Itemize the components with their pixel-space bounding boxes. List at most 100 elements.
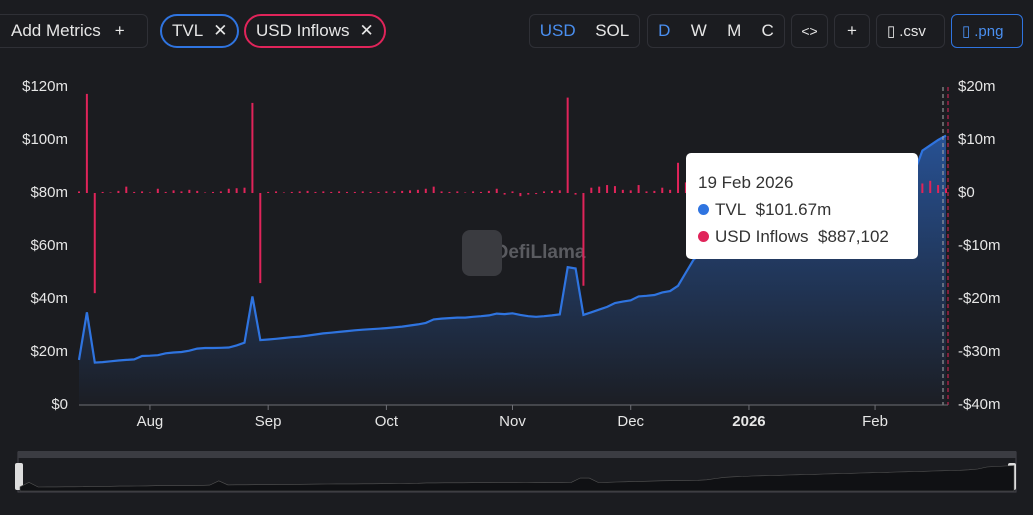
inflow-bar: [550, 190, 553, 193]
inflow-bar: [85, 93, 88, 193]
inflow-bar: [472, 191, 475, 193]
csv-button[interactable]: ▯ .csv: [876, 14, 945, 48]
csv-label: .csv: [899, 22, 926, 40]
y2-tick-label: -$30m: [958, 343, 1001, 360]
inflow-bar: [282, 192, 285, 193]
y-tick-label: $60m: [30, 237, 68, 254]
y2-tick-label: $10m: [958, 131, 996, 148]
inflow-bar: [945, 188, 947, 193]
inflow-bar: [401, 190, 404, 193]
y-tick-label: $120m: [22, 78, 68, 95]
inflow-bar: [211, 191, 214, 193]
inflow-bar: [606, 185, 609, 193]
tooltip-row: TVL $101.67m: [698, 196, 906, 223]
inflow-bar: [653, 190, 656, 193]
inflow-bar: [361, 191, 364, 193]
x-tick-label: Sep: [255, 413, 282, 430]
tooltip-row: USD Inflows $887,102: [698, 223, 906, 250]
inflow-bar: [78, 191, 80, 193]
brush-top[interactable]: [18, 451, 1016, 458]
inflow-bar: [929, 180, 932, 193]
inflow-bar: [921, 183, 924, 193]
inflow-bar: [188, 189, 191, 193]
inflow-bar: [109, 192, 112, 193]
inflow-bar: [495, 188, 498, 193]
metric-inflows[interactable]: USD Inflows ✕: [244, 14, 386, 48]
inflow-bar: [456, 191, 459, 193]
y2-tick-label: -$10m: [958, 237, 1001, 254]
inflow-bar: [267, 191, 270, 193]
metric-tvl[interactable]: TVL ✕: [160, 14, 240, 48]
inflow-bar: [306, 190, 309, 193]
y-tick-label: $0: [51, 396, 68, 413]
y-tick-label: $80m: [30, 184, 68, 201]
png-button[interactable]: ▯ .png: [951, 14, 1023, 48]
add-button[interactable]: +: [834, 14, 870, 48]
inflow-bar: [172, 190, 175, 193]
interval-option[interactable]: D: [658, 21, 671, 40]
tooltip-dot: [698, 231, 709, 242]
add-metrics-label: Add Metrics: [11, 21, 101, 40]
inflow-bar: [219, 191, 222, 193]
inflow-bar: [180, 191, 183, 193]
inflow-bar: [661, 187, 664, 193]
inflow-bar: [558, 190, 561, 193]
inflow-bar: [275, 191, 278, 193]
inflow-bar: [101, 191, 104, 193]
y-tick-label: $40m: [30, 290, 68, 307]
inflow-bar: [133, 191, 136, 193]
inflow-bar: [677, 162, 680, 193]
inflow-bar: [338, 191, 341, 193]
add-metrics[interactable]: Add Metrics +: [0, 14, 148, 48]
inflow-bar: [243, 187, 246, 193]
interval-option[interactable]: C: [761, 21, 774, 40]
inflow-bar: [464, 192, 467, 193]
y2-tick-label: -$20m: [958, 290, 1001, 307]
inflow-bar: [204, 192, 207, 193]
inflow-bar: [582, 193, 585, 286]
currency-option[interactable]: SOL: [595, 21, 630, 40]
interval-option[interactable]: W: [690, 21, 707, 40]
inflow-bar: [235, 188, 238, 193]
tooltip-date: 19 Feb 2026: [698, 173, 794, 192]
inflow-bar: [590, 187, 593, 193]
inflow-bar: [424, 188, 427, 193]
inflow-bar: [377, 191, 380, 193]
currency-option[interactable]: USD: [539, 21, 576, 40]
watermark-logo: [462, 230, 502, 276]
inflow-bar: [314, 191, 317, 193]
png-label: .png: [974, 22, 1004, 40]
tooltip-name: USD Inflows: [715, 227, 809, 246]
inflow-bar: [479, 191, 482, 193]
remove-icon[interactable]: ✕: [359, 21, 374, 40]
inflow-bar: [937, 185, 940, 193]
inflow-bar: [432, 186, 435, 193]
x-tick-label: Feb: [862, 413, 888, 430]
inflow-bar: [330, 191, 333, 193]
y-tick-label: $20m: [30, 343, 68, 360]
inflow-bar: [535, 193, 538, 195]
inflow-bar: [93, 193, 96, 294]
inflow-bar: [448, 191, 451, 193]
embed-button[interactable]: <>: [791, 14, 828, 48]
tooltip: 19 Feb 2026 TVL $101.67m USD Inflows $88…: [686, 153, 918, 259]
tooltip-dot: [698, 204, 709, 215]
remove-icon[interactable]: ✕: [213, 21, 228, 40]
inflow-bar: [527, 193, 530, 195]
inflow-bar: [141, 191, 144, 193]
currency-toggle: USD SOL: [529, 14, 640, 48]
inflow-bar: [290, 191, 293, 193]
inflow-bar: [511, 191, 514, 193]
y2-tick-label: $0: [958, 184, 975, 201]
tooltip-value: $887,102: [817, 227, 889, 246]
interval-option[interactable]: M: [727, 21, 742, 40]
inflow-bar: [322, 191, 325, 193]
inflow-bar: [613, 186, 616, 193]
tooltip-name: TVL: [715, 200, 747, 219]
inflow-bar: [164, 191, 167, 193]
brush-handle-left[interactable]: [15, 463, 23, 490]
brush-area: [19, 465, 1015, 492]
inflow-bar: [409, 190, 412, 193]
inflow-bar: [574, 193, 577, 195]
